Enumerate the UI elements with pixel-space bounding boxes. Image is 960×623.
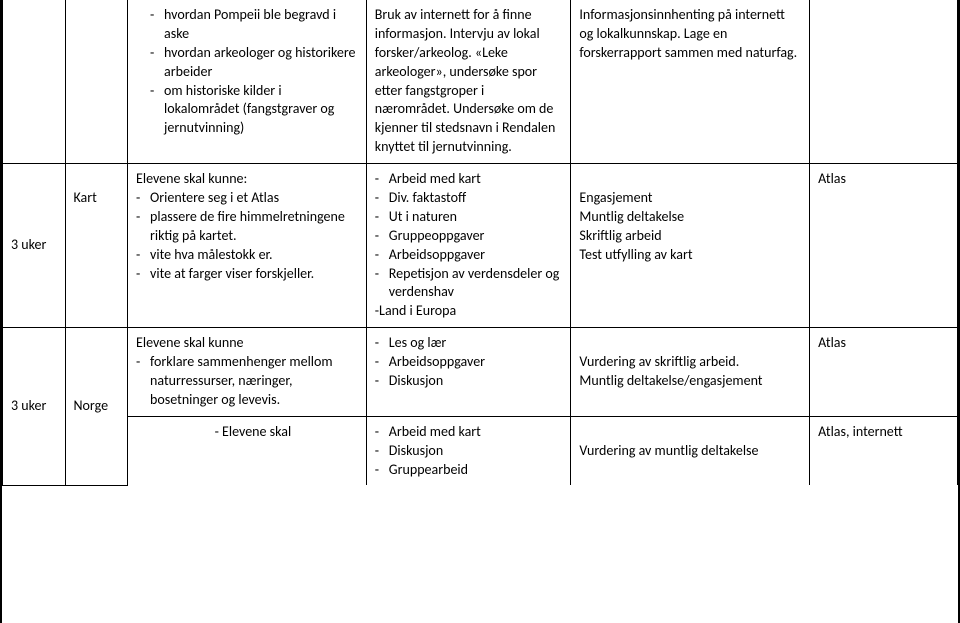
- table-row: - Elevene skal Arbeid med kart Diskusjon…: [3, 416, 958, 485]
- page: hvordan Pompeii ble begravd i aske hvord…: [0, 0, 960, 623]
- goal-intro: Elevene skal kunne:: [136, 170, 247, 187]
- activity-text: Arbeidsoppgaver: [389, 353, 485, 370]
- cell-activities: Arbeid med kart Diskusjon Gruppearbeid: [366, 416, 571, 485]
- assessment-text: Engasjement Muntlig deltakelse Skriftlig…: [579, 189, 692, 263]
- assessment-text: Informasjonsinnhenting på internett og l…: [579, 6, 797, 61]
- cell-topic: [65, 0, 128, 164]
- cell-goals: - Elevene skal: [128, 416, 367, 485]
- table-row: hvordan Pompeii ble begravd i aske hvord…: [3, 0, 958, 164]
- cell-duration: [3, 0, 66, 164]
- activity-text: Arbeid med kart: [389, 170, 481, 187]
- cell-resources: [810, 0, 958, 164]
- activity-text: Les og lær: [389, 334, 447, 351]
- goal-text: - Elevene skal: [215, 423, 292, 440]
- cell-topic: Norge: [65, 328, 128, 486]
- cell-goals: Elevene skal kunne forklare sammenhenger…: [128, 328, 367, 417]
- activity-text: -Land i Europa: [375, 302, 456, 319]
- cell-resources: Atlas: [810, 164, 958, 328]
- cell-assessment: Informasjonsinnhenting på internett og l…: [571, 0, 810, 164]
- curriculum-table: hvordan Pompeii ble begravd i aske hvord…: [2, 0, 958, 486]
- cell-topic: Kart: [65, 164, 128, 328]
- cell-duration: 3 uker: [3, 328, 66, 486]
- cell-activities: Les og lær Arbeidsoppgaver Diskusjon: [366, 328, 571, 417]
- activity-text: Ut i naturen: [389, 208, 457, 225]
- cell-assessment: Vurdering av skriftlig arbeid. Muntlig d…: [571, 328, 810, 417]
- goal-text: vite at farger viser forskjeller.: [150, 265, 314, 282]
- cell-goals: hvordan Pompeii ble begravd i aske hvord…: [128, 0, 367, 164]
- activity-text: Bruk av internett for å finne informasjo…: [375, 6, 556, 155]
- activity-text: Diskusjon: [389, 372, 443, 389]
- activity-text: Arbeidsoppgaver: [389, 246, 485, 263]
- cell-assessment: Engasjement Muntlig deltakelse Skriftlig…: [571, 164, 810, 328]
- goal-text: Orientere seg i et Atlas: [150, 189, 279, 206]
- cell-activities: Bruk av internett for å finne informasjo…: [366, 0, 571, 164]
- goal-text: om historiske kilder i lokalområdet (fan…: [164, 82, 334, 137]
- table-row: 3 uker Kart Elevene skal kunne: Orienter…: [3, 164, 958, 328]
- activity-text: Repetisjon av verdensdeler og verdenshav: [389, 265, 560, 301]
- duration-text: 3 uker: [11, 236, 46, 253]
- resource-text: Atlas: [818, 334, 846, 351]
- goal-intro: Elevene skal kunne: [136, 334, 244, 351]
- activity-text: Div. faktastoff: [389, 189, 466, 206]
- activity-text: Gruppearbeid: [389, 461, 468, 478]
- cell-resources: Atlas, internett: [810, 416, 958, 485]
- activity-text: Gruppeoppgaver: [389, 227, 485, 244]
- cell-duration: 3 uker: [3, 164, 66, 328]
- assessment-text: Vurdering av muntlig deltakelse: [579, 442, 758, 459]
- cell-resources: Atlas: [810, 328, 958, 417]
- cell-activities: Arbeid med kart Div. faktastoff Ut i nat…: [366, 164, 571, 328]
- goal-text: vite hva målestokk er.: [150, 246, 273, 263]
- goal-text: hvordan Pompeii ble begravd i aske: [164, 6, 336, 42]
- resource-text: Atlas: [818, 170, 846, 187]
- goal-text: plassere de fire himmelretningene riktig…: [150, 208, 345, 244]
- goal-text: forklare sammenhenger mellom naturressur…: [150, 353, 333, 408]
- duration-text: 3 uker: [11, 397, 46, 414]
- table-row: 3 uker Norge Elevene skal kunne forklare…: [3, 328, 958, 417]
- activity-text: Diskusjon: [389, 442, 443, 459]
- cell-goals: Elevene skal kunne: Orientere seg i et A…: [128, 164, 367, 328]
- assessment-text: Vurdering av skriftlig arbeid. Muntlig d…: [579, 353, 762, 389]
- resource-text: Atlas, internett: [818, 423, 902, 440]
- topic-text: Norge: [74, 397, 109, 414]
- activity-text: Arbeid med kart: [389, 423, 481, 440]
- goal-text: hvordan arkeologer og historikere arbeid…: [164, 44, 356, 80]
- cell-assessment: Vurdering av muntlig deltakelse: [571, 416, 810, 485]
- topic-text: Kart: [74, 189, 97, 206]
